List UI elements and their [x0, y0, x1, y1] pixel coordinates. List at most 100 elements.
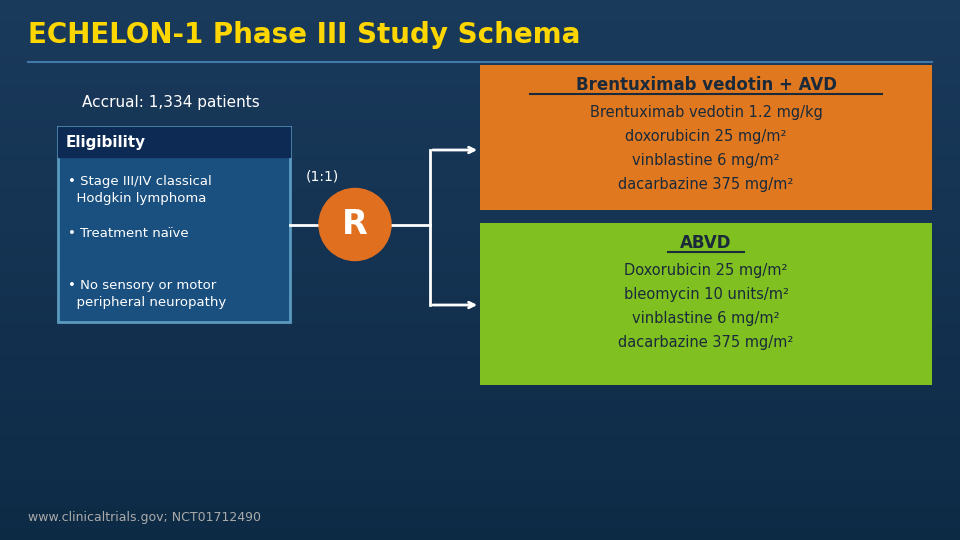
Bar — [0, 394, 960, 400]
Bar — [0, 32, 960, 38]
Bar — [0, 232, 960, 238]
Bar — [0, 243, 960, 248]
Bar — [0, 416, 960, 421]
Bar — [0, 184, 960, 189]
Text: • Stage III/IV classical
  Hodgkin lymphoma: • Stage III/IV classical Hodgkin lymphom… — [68, 175, 212, 205]
Bar — [0, 146, 960, 151]
Bar — [0, 130, 960, 135]
Bar — [0, 157, 960, 162]
Bar — [0, 529, 960, 535]
Bar — [0, 5, 960, 11]
Bar — [0, 259, 960, 265]
Bar — [0, 108, 960, 113]
Text: vinblastine 6 mg/m²: vinblastine 6 mg/m² — [633, 312, 780, 327]
Bar — [0, 65, 960, 70]
Bar — [0, 59, 960, 65]
Bar — [0, 0, 960, 5]
Bar — [0, 491, 960, 497]
Bar — [0, 103, 960, 108]
Bar — [0, 383, 960, 389]
Bar — [0, 113, 960, 119]
Bar — [0, 464, 960, 470]
Bar — [0, 454, 960, 459]
Bar — [0, 513, 960, 518]
Bar — [0, 410, 960, 416]
Bar — [0, 16, 960, 22]
Text: dacarbazine 375 mg/m²: dacarbazine 375 mg/m² — [618, 178, 794, 192]
Text: vinblastine 6 mg/m²: vinblastine 6 mg/m² — [633, 153, 780, 168]
Bar — [0, 140, 960, 146]
Bar — [0, 189, 960, 194]
Bar — [0, 227, 960, 232]
Bar — [0, 400, 960, 405]
Bar — [0, 167, 960, 173]
Bar — [0, 54, 960, 59]
Bar — [0, 535, 960, 540]
Bar — [0, 97, 960, 103]
Bar — [0, 22, 960, 27]
Bar — [0, 470, 960, 475]
Bar — [0, 524, 960, 529]
Bar — [0, 254, 960, 259]
Bar — [0, 38, 960, 43]
Bar — [0, 508, 960, 513]
Text: www.clinicaltrials.gov; NCT01712490: www.clinicaltrials.gov; NCT01712490 — [28, 511, 261, 524]
Bar — [0, 292, 960, 297]
Bar — [0, 270, 960, 275]
Bar — [0, 216, 960, 221]
Bar — [0, 173, 960, 178]
Bar — [0, 389, 960, 394]
Bar — [0, 86, 960, 92]
Bar — [0, 178, 960, 184]
Bar — [0, 92, 960, 97]
Text: Brentuximab vedotin 1.2 mg/kg: Brentuximab vedotin 1.2 mg/kg — [589, 105, 823, 120]
Bar — [0, 205, 960, 211]
Bar — [0, 151, 960, 157]
Bar — [0, 43, 960, 49]
Text: ABVD: ABVD — [681, 234, 732, 252]
Text: • Treatment naïve: • Treatment naïve — [68, 227, 188, 240]
Bar — [0, 340, 960, 346]
Bar — [0, 313, 960, 319]
Bar — [0, 502, 960, 508]
Bar — [0, 437, 960, 443]
Bar — [0, 124, 960, 130]
Bar — [0, 475, 960, 481]
Bar — [58, 127, 290, 322]
Bar — [0, 335, 960, 340]
Bar — [0, 211, 960, 216]
Text: Brentuximab vedotin + AVD: Brentuximab vedotin + AVD — [575, 76, 836, 94]
Bar — [0, 367, 960, 373]
Text: Accrual: 1,334 patients: Accrual: 1,334 patients — [82, 94, 260, 110]
Bar — [0, 518, 960, 524]
Bar — [0, 329, 960, 335]
Circle shape — [319, 188, 391, 260]
Bar — [0, 319, 960, 324]
Bar — [0, 275, 960, 281]
Text: bleomycin 10 units/m²: bleomycin 10 units/m² — [623, 287, 788, 302]
Bar — [0, 356, 960, 362]
Bar — [0, 308, 960, 313]
Text: (1:1): (1:1) — [305, 170, 339, 184]
Bar — [0, 265, 960, 270]
Bar — [0, 27, 960, 32]
Bar — [0, 459, 960, 464]
Bar — [0, 76, 960, 81]
Bar — [0, 286, 960, 292]
Text: dacarbazine 375 mg/m²: dacarbazine 375 mg/m² — [618, 335, 794, 350]
Bar — [0, 162, 960, 167]
Bar — [0, 281, 960, 286]
Text: Eligibility: Eligibility — [66, 134, 146, 150]
Bar — [0, 427, 960, 432]
Bar — [0, 421, 960, 427]
Text: R: R — [342, 208, 368, 241]
Bar — [480, 223, 932, 385]
Bar — [0, 81, 960, 86]
Bar — [0, 481, 960, 486]
Bar — [0, 200, 960, 205]
Bar — [0, 238, 960, 243]
Text: doxorubicin 25 mg/m²: doxorubicin 25 mg/m² — [625, 130, 787, 145]
Bar — [0, 248, 960, 254]
Text: ECHELON-1 Phase III Study Schema: ECHELON-1 Phase III Study Schema — [28, 21, 581, 49]
Bar — [0, 346, 960, 351]
